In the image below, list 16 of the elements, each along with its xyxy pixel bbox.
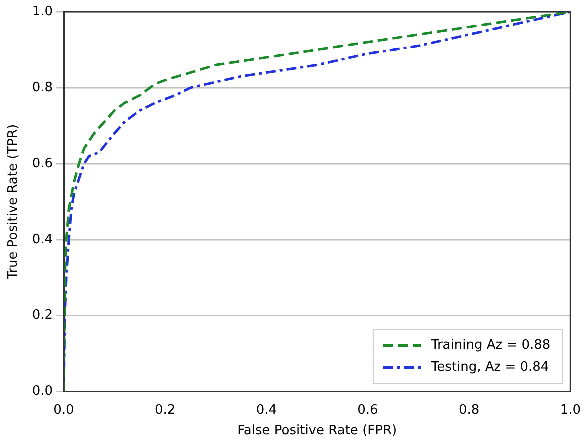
x-tick-label: 0.8 <box>458 402 480 418</box>
x-tick-label: 0.2 <box>154 402 176 418</box>
x-axis-title: False Positive Rate (FPR) <box>238 424 398 439</box>
y-tick-label: 0.4 <box>32 232 53 248</box>
x-tick-label: 0.0 <box>54 402 74 418</box>
legend-label: Testing, Az = 0.84 <box>430 360 550 376</box>
y-axis-title: True Positive Rate (TPR) <box>6 124 22 280</box>
y-tick-label: 0.8 <box>32 80 53 96</box>
y-tick-label: 0.6 <box>32 156 53 172</box>
y-tick-label: 1.0 <box>32 4 53 20</box>
x-tick-label: 1.0 <box>560 402 582 418</box>
x-tick-label: 0.6 <box>358 402 378 418</box>
x-tick-label: 0.4 <box>256 402 278 418</box>
y-tick-label: 0.0 <box>32 384 53 400</box>
legend-label: Training Az = 0.88 <box>430 338 551 354</box>
y-tick-label: 0.2 <box>32 308 53 324</box>
